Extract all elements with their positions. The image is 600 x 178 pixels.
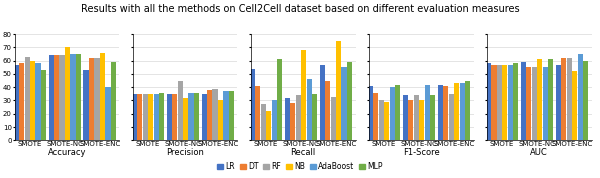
- Bar: [284, 98, 290, 140]
- Bar: [561, 58, 566, 140]
- Bar: [307, 79, 312, 140]
- Bar: [188, 93, 194, 140]
- Bar: [465, 81, 470, 140]
- Bar: [35, 63, 41, 140]
- Bar: [14, 65, 19, 140]
- Bar: [437, 85, 443, 140]
- Bar: [443, 86, 448, 140]
- Bar: [111, 62, 116, 140]
- Bar: [403, 95, 408, 140]
- Bar: [41, 70, 46, 140]
- Bar: [172, 94, 177, 140]
- Bar: [296, 95, 301, 140]
- Bar: [277, 59, 282, 140]
- Bar: [502, 65, 508, 140]
- Bar: [19, 63, 24, 140]
- Bar: [395, 85, 400, 140]
- Bar: [331, 96, 336, 140]
- Bar: [548, 59, 553, 140]
- Bar: [532, 67, 537, 140]
- Bar: [513, 63, 518, 140]
- Bar: [229, 91, 234, 140]
- Bar: [521, 62, 526, 140]
- X-axis label: Recall: Recall: [290, 148, 316, 157]
- Bar: [290, 103, 295, 140]
- Legend: LR, DT, RF, NB, AdaBoost, MLP: LR, DT, RF, NB, AdaBoost, MLP: [214, 159, 386, 174]
- Bar: [336, 41, 341, 140]
- Bar: [76, 54, 81, 140]
- Bar: [486, 63, 491, 140]
- Bar: [70, 54, 76, 140]
- Bar: [312, 94, 317, 140]
- Bar: [301, 50, 306, 140]
- Bar: [25, 57, 30, 140]
- Bar: [341, 67, 347, 140]
- Bar: [408, 101, 413, 140]
- Bar: [194, 93, 199, 140]
- Bar: [491, 65, 497, 140]
- Bar: [556, 65, 561, 140]
- X-axis label: F1-Score: F1-Score: [403, 148, 440, 157]
- Bar: [460, 83, 465, 140]
- Bar: [94, 58, 100, 140]
- Bar: [373, 93, 379, 140]
- Bar: [497, 65, 502, 140]
- Bar: [143, 94, 148, 140]
- Bar: [159, 93, 164, 140]
- Bar: [542, 67, 548, 140]
- Bar: [266, 111, 271, 140]
- Bar: [167, 94, 172, 140]
- Bar: [255, 86, 260, 140]
- Bar: [347, 62, 352, 140]
- Bar: [384, 102, 389, 140]
- Bar: [526, 67, 532, 140]
- Bar: [368, 86, 373, 140]
- Bar: [218, 101, 223, 140]
- Bar: [183, 98, 188, 140]
- Bar: [106, 87, 110, 140]
- Bar: [49, 55, 54, 140]
- Bar: [578, 54, 583, 140]
- Bar: [83, 70, 89, 140]
- Bar: [207, 90, 212, 140]
- Bar: [449, 94, 454, 140]
- Bar: [100, 53, 105, 140]
- Bar: [154, 94, 159, 140]
- Bar: [379, 101, 384, 140]
- Bar: [202, 94, 207, 140]
- X-axis label: AUC: AUC: [530, 148, 548, 157]
- Bar: [389, 87, 395, 140]
- Bar: [537, 59, 542, 140]
- Bar: [131, 94, 137, 140]
- Bar: [178, 81, 183, 140]
- Bar: [272, 101, 277, 140]
- Bar: [30, 61, 35, 140]
- Bar: [148, 94, 153, 140]
- Bar: [260, 104, 266, 140]
- Bar: [325, 81, 330, 140]
- Bar: [54, 55, 59, 140]
- Bar: [430, 95, 435, 140]
- X-axis label: Precision: Precision: [166, 148, 204, 157]
- Bar: [583, 61, 588, 140]
- Bar: [413, 95, 419, 140]
- Bar: [508, 65, 513, 140]
- Bar: [572, 71, 577, 140]
- Bar: [137, 94, 142, 140]
- Bar: [320, 65, 325, 140]
- Bar: [454, 83, 459, 140]
- Bar: [566, 58, 572, 140]
- Bar: [223, 91, 229, 140]
- Text: Results with all the methods on Cell2Cell dataset based on different evaluation : Results with all the methods on Cell2Cel…: [80, 4, 520, 14]
- X-axis label: Accuracy: Accuracy: [48, 148, 86, 157]
- Bar: [65, 47, 70, 140]
- Bar: [250, 69, 255, 140]
- Bar: [89, 58, 94, 140]
- Bar: [419, 101, 424, 140]
- Bar: [59, 55, 65, 140]
- Bar: [212, 88, 218, 140]
- Bar: [425, 85, 430, 140]
